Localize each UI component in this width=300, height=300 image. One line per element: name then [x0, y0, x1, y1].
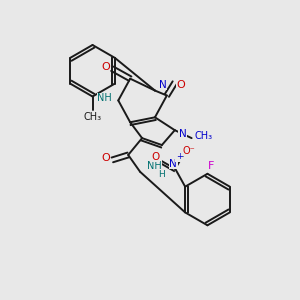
Text: CH₃: CH₃ — [83, 112, 102, 122]
Text: +: + — [176, 152, 183, 161]
Text: O: O — [176, 80, 185, 90]
Text: O: O — [101, 62, 110, 72]
Text: NH: NH — [97, 94, 112, 103]
Text: N: N — [159, 80, 167, 90]
Text: N: N — [179, 129, 187, 139]
Text: O: O — [151, 152, 160, 162]
Text: N: N — [169, 159, 177, 169]
Text: NH: NH — [147, 161, 161, 171]
Text: H: H — [158, 170, 165, 179]
Text: CH₃: CH₃ — [194, 131, 213, 141]
Text: F: F — [208, 161, 214, 171]
Text: O: O — [101, 153, 110, 163]
Text: O⁻: O⁻ — [183, 146, 196, 156]
